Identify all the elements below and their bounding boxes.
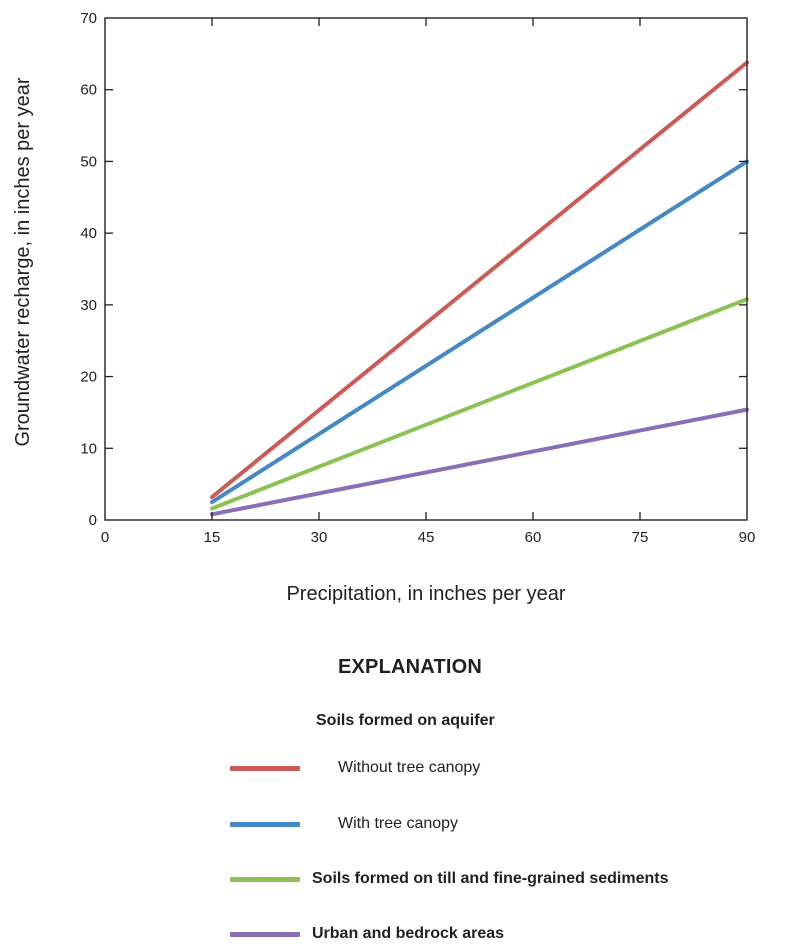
x-tick-label: 30 [311, 529, 328, 546]
y-tick-label: 0 [89, 512, 97, 529]
legend-item-till-sediments: Soils formed on till and fine-grained se… [230, 867, 669, 891]
series-line-soils-formed-on-till-and-fine-grained-sediments [210, 297, 749, 511]
legend: EXPLANATION Soils formed on aquifer With… [0, 640, 798, 947]
y-axis-title: Groundwater recharge, in inches per year [12, 77, 34, 446]
recharge-chart: 0 15 30 45 60 75 90 0 10 20 30 40 50 60 70 Precipitati… [12, 10, 755, 605]
y-tick-label: 10 [80, 440, 97, 457]
y-tick-label: 50 [80, 153, 97, 170]
x-tick-label: 90 [739, 529, 756, 546]
series-layer [210, 60, 749, 517]
x-tick-label: 60 [525, 529, 542, 546]
tick-layer: 0 15 30 45 60 75 90 0 10 20 30 40 50 60 70 [80, 10, 755, 546]
legend-title: EXPLANATION [337, 656, 483, 678]
series-line-with-tree-canopy [210, 159, 749, 505]
legend-item-label: Urban and bedrock areas [312, 925, 505, 942]
legend-item-with-tree-canopy: With tree canopy [230, 812, 458, 836]
x-axis-title: Precipitation, in inches per year [286, 583, 565, 605]
y-tick-label: 30 [80, 297, 97, 314]
legend-swatch [230, 931, 300, 937]
legend-item-urban-bedrock: Urban and bedrock areas [230, 922, 504, 946]
legend-swatch [230, 876, 300, 882]
plot-frame [104, 17, 748, 521]
legend-group-heading: Soils formed on aquifer [316, 712, 495, 729]
legend-swatch [230, 821, 300, 827]
legend-item-label: Soils formed on till and fine-grained se… [312, 870, 669, 887]
x-tick-label: 15 [204, 529, 221, 546]
series-line-urban-and-bedrock-areas [210, 407, 749, 517]
legend-swatch [230, 765, 300, 771]
legend-item-label: With tree canopy [338, 815, 459, 832]
x-tick-label: 45 [418, 529, 435, 546]
y-tick-label: 20 [80, 369, 97, 386]
legend-item-label: Without tree canopy [338, 759, 481, 776]
y-tick-label: 70 [80, 10, 97, 27]
legend-item-without-tree-canopy: Without tree canopy [230, 756, 480, 780]
series-line-without-tree-canopy [210, 60, 749, 500]
y-tick-label: 60 [80, 82, 97, 99]
x-tick-label: 0 [101, 529, 109, 546]
x-tick-label: 75 [632, 529, 649, 546]
y-tick-label: 40 [80, 225, 97, 242]
